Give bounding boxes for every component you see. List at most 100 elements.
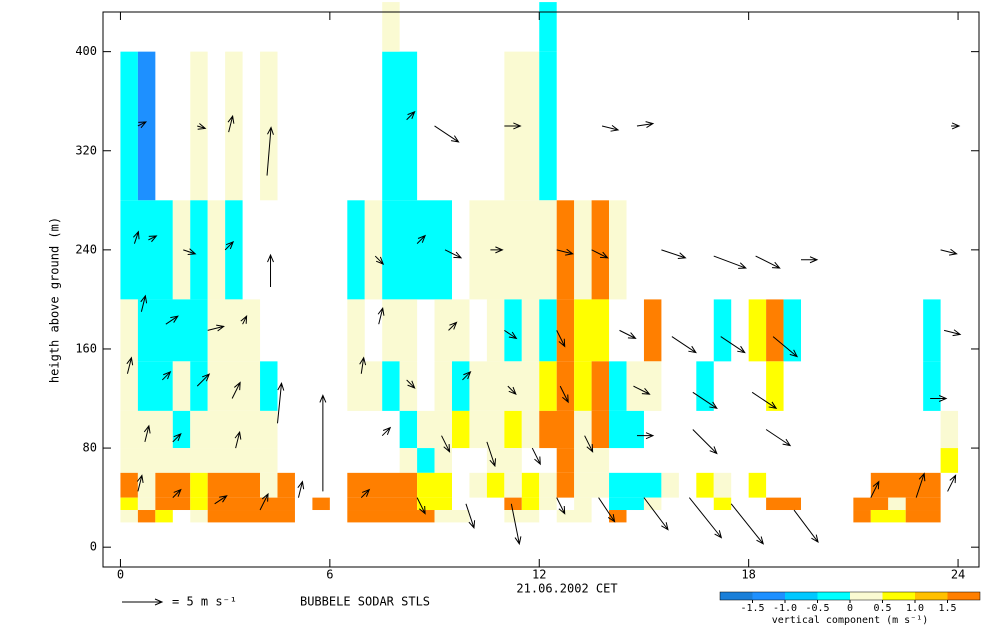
cell bbox=[399, 448, 418, 473]
caption: BUBBELE SODAR STLS bbox=[300, 595, 430, 609]
cell bbox=[347, 361, 383, 411]
cell bbox=[486, 472, 505, 498]
wind-arrow bbox=[504, 122, 522, 130]
wind-arrow bbox=[406, 110, 416, 121]
cell bbox=[382, 361, 400, 411]
wind-arrow bbox=[601, 124, 620, 132]
wind-arrow bbox=[598, 497, 616, 523]
wind-arrow bbox=[692, 429, 718, 455]
cell bbox=[486, 448, 522, 473]
cell bbox=[190, 410, 278, 449]
wind-arrow bbox=[267, 253, 274, 288]
cells bbox=[120, 2, 959, 523]
cell bbox=[155, 510, 173, 523]
colorbar-tick-label: -0.5 bbox=[805, 603, 829, 614]
cell bbox=[382, 200, 453, 300]
cell bbox=[486, 299, 505, 362]
cell bbox=[120, 497, 138, 511]
wind-arrow bbox=[688, 497, 723, 539]
cell bbox=[137, 299, 208, 362]
cell bbox=[574, 410, 592, 449]
wind-arrow bbox=[214, 495, 228, 505]
cell bbox=[539, 361, 557, 411]
wind-arrow bbox=[319, 394, 327, 492]
reference-arrow bbox=[122, 598, 164, 606]
wind-arrow bbox=[161, 371, 172, 381]
wind-arrow bbox=[930, 395, 948, 402]
cell bbox=[225, 51, 243, 201]
cell bbox=[661, 472, 679, 498]
wind-arrow bbox=[234, 430, 242, 449]
x-tick-label: 12 bbox=[532, 568, 546, 582]
wind-arrow bbox=[360, 488, 371, 498]
colorbar-bin bbox=[785, 592, 818, 600]
cell bbox=[521, 299, 540, 362]
colorbar-tick-label: -1.5 bbox=[740, 603, 764, 614]
wind-arrow bbox=[504, 329, 518, 340]
x-tick-label: 24 bbox=[951, 568, 965, 582]
cell bbox=[504, 497, 522, 511]
cell bbox=[417, 448, 435, 473]
cell bbox=[940, 410, 959, 449]
wind-arrow bbox=[559, 385, 569, 404]
cell bbox=[260, 472, 278, 498]
cell bbox=[591, 200, 610, 300]
wind-arrow bbox=[136, 474, 144, 492]
wind-arrow bbox=[870, 480, 880, 498]
cell bbox=[574, 299, 610, 362]
cell bbox=[853, 497, 889, 511]
cell bbox=[417, 410, 453, 449]
colorbar-tick-label: 1.5 bbox=[938, 603, 956, 614]
wind-arrow bbox=[730, 503, 764, 545]
cell bbox=[190, 51, 208, 201]
cell bbox=[452, 361, 470, 411]
colorbar-tick-label: -1.0 bbox=[773, 603, 797, 614]
wind-arrow bbox=[172, 488, 182, 498]
cell bbox=[399, 361, 418, 411]
cell bbox=[870, 472, 941, 498]
cell bbox=[137, 497, 156, 511]
cell bbox=[539, 2, 557, 52]
cell bbox=[172, 410, 191, 449]
cell bbox=[504, 299, 522, 362]
wind-arrow bbox=[416, 234, 427, 245]
cell bbox=[591, 410, 610, 449]
wind-arrow bbox=[143, 424, 151, 442]
cell bbox=[609, 410, 644, 449]
y-tick-label: 160 bbox=[75, 341, 97, 355]
wind-arrow bbox=[755, 255, 781, 269]
wind-arrow bbox=[183, 248, 197, 255]
wind-arrow bbox=[172, 432, 182, 443]
wind-arrow bbox=[591, 249, 609, 259]
cell bbox=[434, 510, 470, 523]
wind-arrow bbox=[636, 432, 655, 440]
cell bbox=[120, 51, 138, 201]
cell bbox=[609, 497, 644, 511]
wind-arrows bbox=[126, 110, 962, 546]
cell bbox=[312, 497, 330, 511]
cell bbox=[172, 200, 191, 300]
cell bbox=[748, 299, 767, 362]
cell bbox=[626, 361, 662, 411]
x-axis-label: 21.06.2002 CET bbox=[516, 582, 617, 596]
wind-arrow bbox=[434, 125, 460, 143]
cell bbox=[155, 497, 191, 511]
wind-arrow bbox=[224, 240, 235, 251]
cell bbox=[504, 510, 540, 523]
colorbar-tick-label: 0.5 bbox=[873, 603, 891, 614]
wind-arrow bbox=[374, 255, 385, 265]
cell bbox=[923, 361, 941, 411]
wind-arrow bbox=[633, 385, 651, 395]
cell bbox=[207, 200, 226, 300]
cell bbox=[434, 361, 453, 411]
cell bbox=[469, 472, 487, 498]
cell bbox=[190, 361, 208, 411]
cell bbox=[905, 497, 941, 511]
cell bbox=[155, 472, 191, 498]
wind-arrow bbox=[915, 472, 926, 498]
cell bbox=[609, 472, 662, 498]
wind-arrow bbox=[266, 126, 274, 176]
wind-arrow bbox=[671, 336, 697, 354]
cell bbox=[556, 200, 575, 300]
